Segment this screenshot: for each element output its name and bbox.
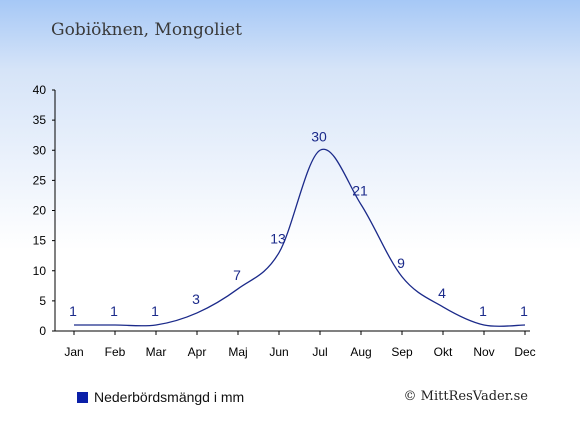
y-tick-label: 5 bbox=[39, 294, 46, 308]
data-label: 1 bbox=[69, 303, 77, 319]
x-tick-label: Nov bbox=[473, 345, 494, 359]
data-label: 30 bbox=[311, 128, 327, 144]
data-label: 1 bbox=[520, 303, 528, 319]
x-tick-label: Aug bbox=[350, 345, 371, 359]
x-tick-label: Okt bbox=[434, 345, 453, 359]
y-tick-label: 25 bbox=[33, 173, 47, 187]
x-tick-label: Mar bbox=[146, 345, 167, 359]
x-tick-label: Jan bbox=[64, 345, 83, 359]
chart-series bbox=[74, 148, 526, 327]
data-label: 1 bbox=[110, 303, 118, 319]
y-tick-label: 10 bbox=[33, 264, 47, 278]
data-label: 1 bbox=[151, 303, 159, 319]
y-tick-label: 40 bbox=[33, 83, 47, 97]
legend-swatch bbox=[77, 391, 88, 403]
series-line bbox=[74, 148, 526, 327]
x-tick-label: Jun bbox=[269, 345, 288, 359]
chart-ticks: 0 5 10 15 20 25 30 35 40 Jan Feb Mar Apr Maj Jun Jul Aug… bbox=[33, 83, 536, 359]
x-tick-label: Feb bbox=[105, 345, 126, 359]
x-tick-label: Apr bbox=[188, 345, 207, 359]
chart-axes bbox=[54, 90, 530, 332]
data-label: 3 bbox=[192, 291, 200, 307]
credit-text: © MittResVader.se bbox=[403, 389, 528, 404]
y-tick-label: 15 bbox=[33, 234, 47, 248]
data-label: 4 bbox=[438, 285, 446, 301]
data-label: 13 bbox=[270, 231, 286, 247]
x-tick-label: Jul bbox=[312, 345, 327, 359]
data-label: 21 bbox=[352, 182, 368, 198]
chart-title: Gobiöknen, Mongoliet bbox=[51, 20, 242, 40]
data-label: 9 bbox=[397, 255, 405, 271]
x-tick-label: Sep bbox=[391, 345, 413, 359]
data-label: 1 bbox=[479, 303, 487, 319]
y-tick-label: 35 bbox=[33, 113, 47, 127]
legend: Nederbördsmängd i mm bbox=[77, 389, 244, 405]
x-tick-label: Dec bbox=[514, 345, 535, 359]
x-tick-label: Maj bbox=[228, 345, 247, 359]
y-tick-label: 0 bbox=[39, 324, 46, 338]
y-tick-label: 20 bbox=[33, 204, 47, 218]
legend-label: Nederbördsmängd i mm bbox=[94, 389, 245, 405]
data-label: 7 bbox=[233, 267, 241, 283]
y-tick-label: 30 bbox=[33, 143, 47, 157]
